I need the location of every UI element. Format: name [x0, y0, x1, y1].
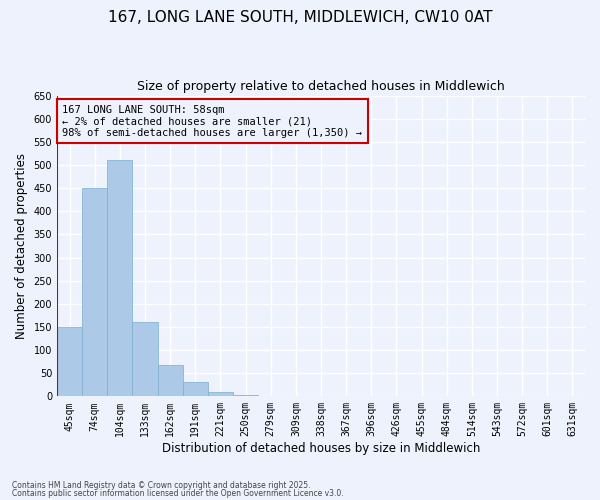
- X-axis label: Distribution of detached houses by size in Middlewich: Distribution of detached houses by size …: [162, 442, 480, 455]
- Bar: [208, 392, 233, 396]
- Text: 167 LONG LANE SOUTH: 58sqm
← 2% of detached houses are smaller (21)
98% of semi-: 167 LONG LANE SOUTH: 58sqm ← 2% of detac…: [62, 104, 362, 138]
- Bar: [82, 188, 107, 396]
- Bar: [133, 322, 158, 396]
- Bar: [233, 395, 258, 396]
- Text: Contains public sector information licensed under the Open Government Licence v3: Contains public sector information licen…: [12, 488, 344, 498]
- Title: Size of property relative to detached houses in Middlewich: Size of property relative to detached ho…: [137, 80, 505, 93]
- Text: 167, LONG LANE SOUTH, MIDDLEWICH, CW10 0AT: 167, LONG LANE SOUTH, MIDDLEWICH, CW10 0…: [108, 10, 492, 25]
- Bar: [57, 327, 82, 396]
- Bar: [107, 160, 133, 396]
- Text: Contains HM Land Registry data © Crown copyright and database right 2025.: Contains HM Land Registry data © Crown c…: [12, 481, 311, 490]
- Bar: [183, 382, 208, 396]
- Bar: [158, 366, 183, 396]
- Y-axis label: Number of detached properties: Number of detached properties: [15, 153, 28, 339]
